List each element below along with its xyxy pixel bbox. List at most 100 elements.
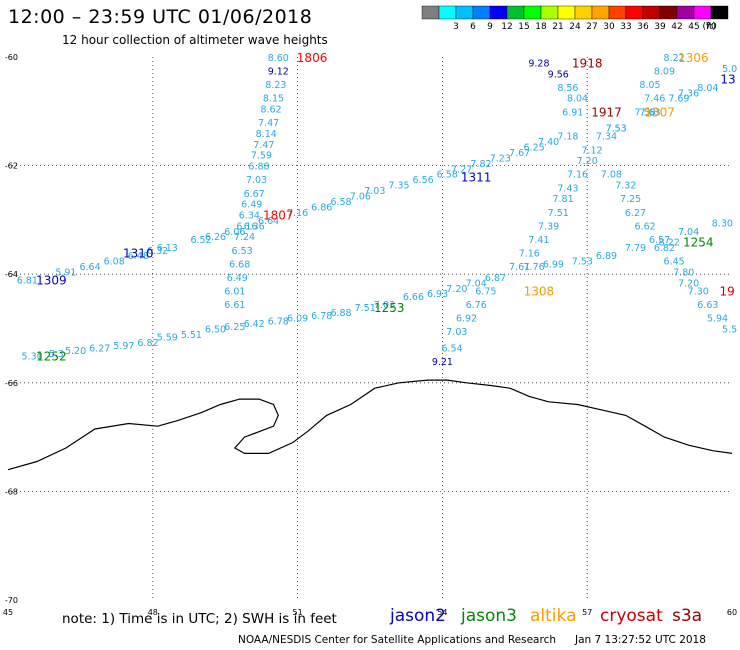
wave-height-value: 6.92	[456, 314, 477, 325]
wave-height-value: 6.66	[403, 292, 424, 303]
pass-labels: 1806 1807 1310 1309 1252 1253 1311 1308 1918 1917…	[36, 51, 735, 364]
colorbar-swatch	[421, 5, 440, 20]
lat-tick-label: -64	[5, 270, 18, 279]
wave-height-value: 8.04	[697, 83, 718, 94]
wave-height-value: 6.86	[311, 202, 332, 213]
wave-height-value: 7.58	[635, 107, 656, 118]
pass-label: 1307	[644, 105, 675, 119]
wave-height-value: 6.57	[649, 235, 670, 246]
coastline-path	[7, 379, 733, 471]
pass-label: 1311	[461, 170, 492, 184]
colorbar-tick-label: 33	[620, 22, 631, 32]
pass-label: 1308	[524, 284, 555, 298]
wave-height-value: 7.20	[678, 278, 699, 289]
colorbar-tick-label: 39	[654, 22, 666, 32]
pass-label: 1252	[36, 350, 67, 364]
pass-label: 1254	[683, 236, 714, 250]
lat-tick-label: -60	[5, 53, 18, 62]
pass-label: 13	[720, 73, 735, 87]
wave-height-value: 7.53	[606, 124, 627, 135]
pass-label: 19	[720, 284, 735, 298]
wave-height-value: 6.82	[137, 338, 158, 349]
wave-height-value: 7.03	[446, 327, 467, 338]
wave-height-value: 6.68	[229, 259, 250, 270]
colorbar-swatch	[608, 5, 627, 20]
wave-height-value: 6.82	[654, 243, 675, 254]
wave-height-value: 7.32	[615, 181, 636, 192]
wave-height-value: 5.97	[113, 341, 134, 352]
wave-height-value: 7.51	[355, 303, 376, 314]
wave-height-value: 5.59	[157, 333, 178, 344]
page-subtitle: 12 hour collection of altimeter wave hei…	[62, 33, 328, 47]
colorbar-tick-label: 15	[518, 22, 529, 32]
wave-height-value: 6.52	[190, 235, 211, 246]
colorbar-swatch	[693, 5, 712, 20]
wave-height-value: 6.48	[128, 251, 149, 262]
wave-height-value: 7.20	[577, 156, 598, 167]
pass-label: 1806	[297, 51, 328, 65]
wave-height-value: 7.16	[519, 248, 540, 259]
wave-height-value: 9.21	[432, 357, 453, 368]
wave-height-value: 6.09	[287, 314, 308, 325]
wave-height-value: 7.36	[678, 88, 699, 99]
colorbar-swatch	[574, 5, 593, 20]
wave-height-value: 6.53	[232, 246, 253, 257]
pass-label: 1310	[123, 246, 154, 260]
wave-height-value: 6.78	[268, 316, 289, 327]
wave-height-value: 7.20	[446, 284, 467, 295]
wave-height-value: 8.56	[557, 83, 578, 94]
wave-height-value: 7.46	[644, 94, 665, 105]
wave-height-value: 5.3	[49, 349, 64, 360]
colorbar-tick-label: 45	[688, 22, 699, 32]
legend-cryosat: cryosat	[600, 606, 663, 626]
lon-tick-label: 48	[148, 608, 158, 617]
colorbar-unit: (ft)	[702, 22, 716, 32]
wave-height-value: 6.64	[258, 216, 279, 227]
wave-height-value: 6.56	[413, 175, 434, 186]
colorbar-tick-label: 21	[552, 22, 563, 32]
wave-height-value: 7.08	[601, 170, 622, 181]
colorbar-tick-label: 9	[487, 22, 493, 32]
wave-height-value: 7.23	[490, 153, 511, 164]
wave-height-value: 6.93	[427, 289, 448, 300]
wave-height-value: 8.62	[260, 105, 281, 116]
colorbar-swatch	[625, 5, 644, 20]
lat-tick-label: -62	[5, 162, 18, 171]
wave-height-value: 6.27	[625, 208, 646, 219]
pass-label: 1306	[678, 51, 709, 65]
wave-height-value: 6.26	[205, 232, 226, 243]
wave-height-value: 5.0	[722, 64, 737, 75]
wave-height-value: 8.22	[664, 53, 685, 64]
wave-height-value: 7.79	[625, 243, 646, 254]
legend-s3a: s3a	[672, 606, 703, 626]
wave-height-value: 6.36	[244, 221, 265, 232]
colorbar-swatch	[557, 5, 576, 20]
wave-height-value: 7.61	[509, 262, 530, 273]
coastline	[7, 379, 733, 471]
wave-height-value: 7.03	[374, 300, 395, 311]
wave-height-value: 7.30	[688, 286, 709, 297]
wave-height-value: 6.67	[244, 189, 265, 200]
lon-tick-label: 51	[293, 608, 303, 617]
legend-jason2: jason2	[390, 606, 446, 626]
lon-tick-label: 57	[582, 608, 592, 617]
wave-height-value: 7.06	[350, 191, 371, 202]
footer-credit: NOAA/NESDIS Center for Satellite Applica…	[238, 634, 556, 646]
wave-height-value: 7.16	[287, 208, 308, 219]
colorbar-tick-label: 36	[637, 22, 649, 32]
colorbar-swatch	[591, 5, 610, 20]
wave-height-value: 6.42	[244, 319, 265, 330]
wave-height-value: 7.27	[451, 164, 472, 175]
wave-height-value: 7.82	[470, 159, 491, 170]
wave-height-value: 6.89	[596, 251, 617, 262]
colorbar-tick-label: 70	[705, 22, 717, 32]
wave-height-value: 7.40	[538, 137, 559, 148]
colorbar-tick-label: 6	[470, 22, 476, 32]
wave-height-value: 6.25	[224, 322, 245, 333]
wave-height-value: 7.12	[581, 145, 602, 156]
wave-height-value: 8.05	[639, 80, 660, 91]
wave-height-value: 7.47	[253, 140, 274, 151]
wave-height-value: 7.03	[246, 175, 267, 186]
wave-height-value: 7.16	[567, 170, 588, 181]
wave-height-value: 7.39	[538, 221, 559, 232]
